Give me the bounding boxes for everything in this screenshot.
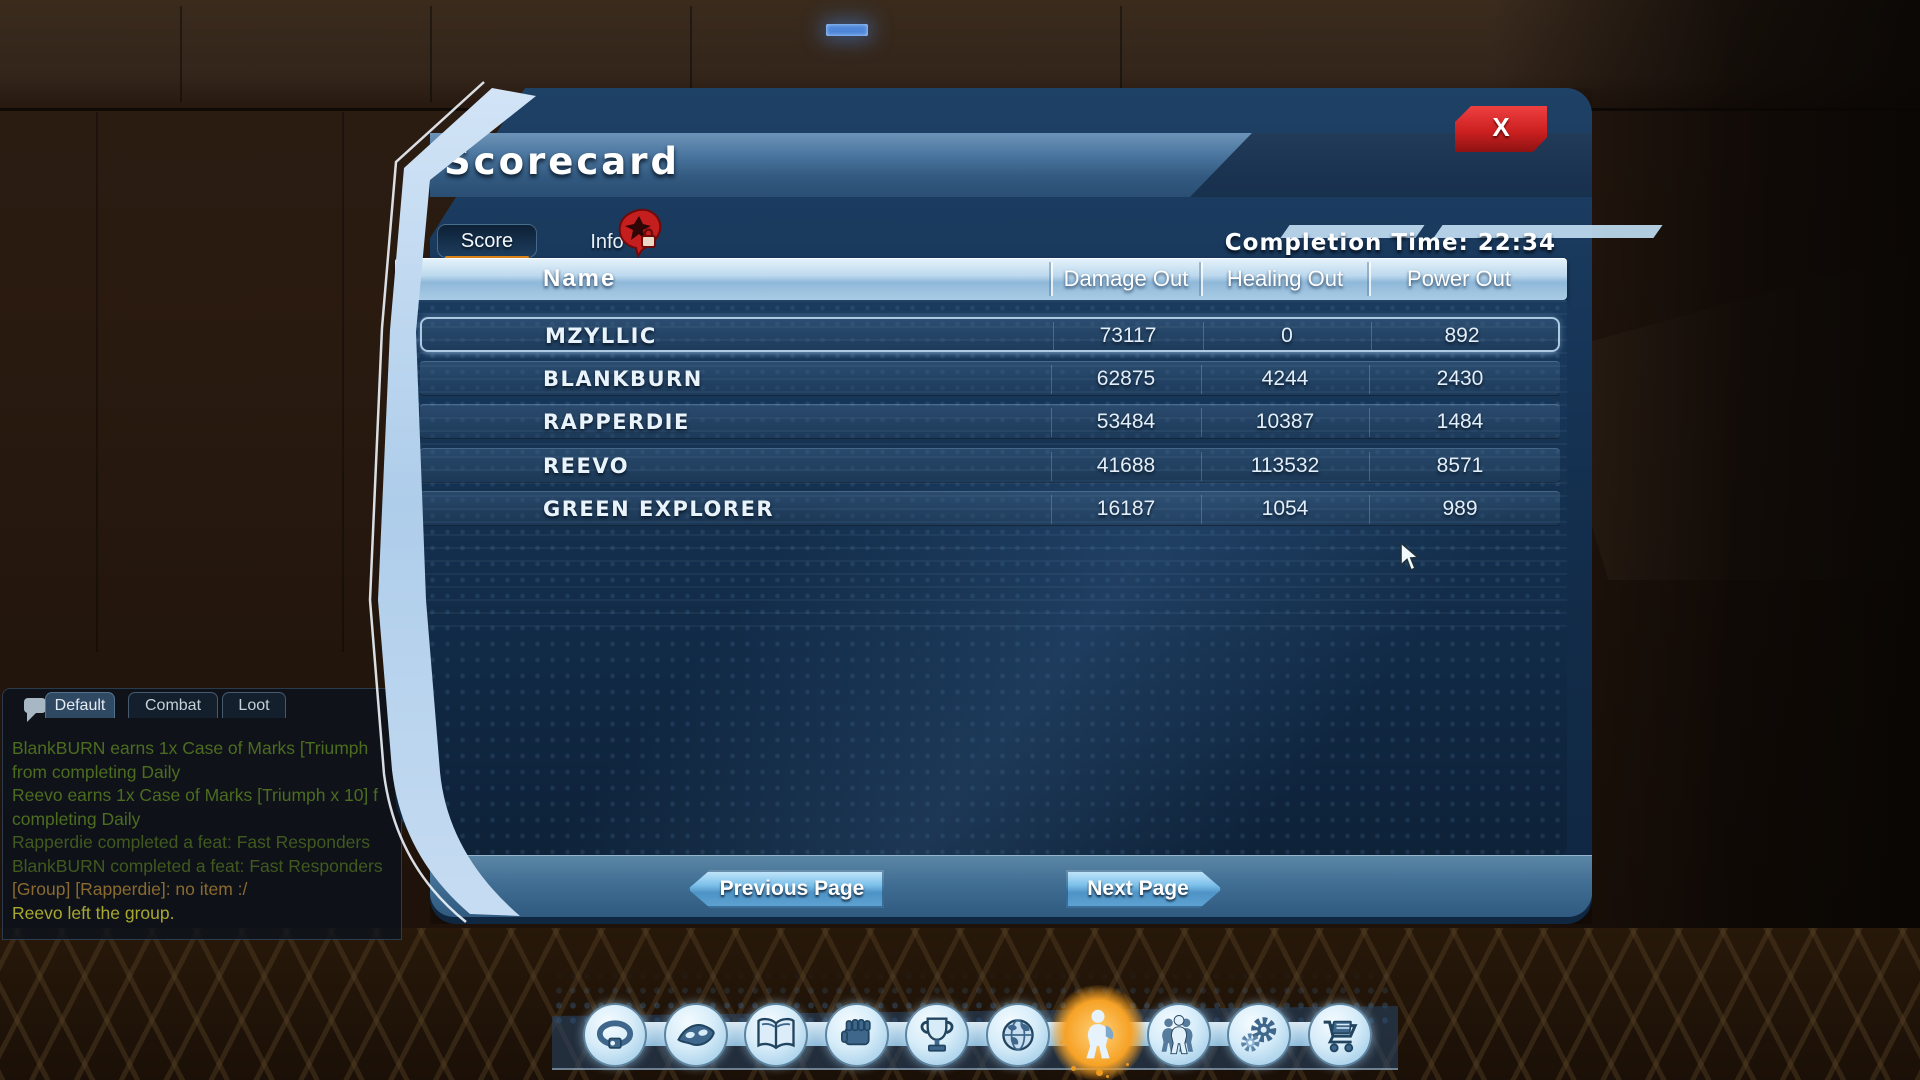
- table-row: BLANKBURN 62875 4244 2430: [420, 360, 1560, 396]
- header-divider: [1369, 262, 1371, 296]
- row-divider: [1369, 495, 1370, 525]
- map-globe-icon[interactable]: [985, 1003, 1050, 1067]
- scorecard-window: Scorecard X Score Info Completion Time: …: [340, 80, 1663, 926]
- row-divider: [1051, 495, 1052, 525]
- power-out-value: 1484: [1436, 410, 1484, 434]
- beam-seam: [430, 6, 432, 102]
- feats-trophy-icon[interactable]: [905, 1003, 969, 1067]
- character-icon[interactable]: [1066, 1003, 1130, 1067]
- row-divider: [1051, 364, 1052, 394]
- chat-bubble-icon[interactable]: [24, 698, 46, 722]
- header-divider: [1201, 262, 1203, 296]
- chat-panel: [2, 688, 402, 940]
- tab-score[interactable]: Score: [437, 224, 537, 258]
- damage-out-value: 73117: [1099, 324, 1157, 347]
- group-icon[interactable]: [1146, 1003, 1211, 1067]
- damage-out-value: 16187: [1096, 497, 1156, 521]
- power-out-value: 892: [1444, 324, 1480, 347]
- marketplace-cart-icon[interactable]: [1307, 1003, 1372, 1067]
- table-row: MZYLLIC 73117 0 892: [420, 317, 1560, 352]
- damage-out-value: 53484: [1096, 410, 1156, 434]
- column-header-damage-out: Damage Out: [1063, 266, 1189, 291]
- healing-out-value: 10387: [1255, 410, 1315, 434]
- fist-icon[interactable]: [824, 1003, 889, 1067]
- page-title: Scorecard: [444, 140, 680, 183]
- header-divider: [1051, 262, 1053, 296]
- power-out-value: 8571: [1436, 453, 1484, 477]
- row-divider: [1201, 408, 1202, 438]
- row-divider: [1371, 322, 1372, 351]
- row-divider: [1369, 364, 1370, 394]
- scorecard-table: MZYLLIC 73117 0 892 BLANKBURN 62875 4244 2430 RA…: [395, 300, 1567, 856]
- column-header-power-out: Power Out: [1407, 266, 1511, 291]
- row-divider: [1201, 495, 1202, 525]
- beam-seam: [180, 6, 182, 102]
- row-divider: [1203, 322, 1204, 351]
- row-divider: [1051, 408, 1052, 438]
- chat-tab-loot[interactable]: Loot: [222, 692, 286, 718]
- settings-gear-icon[interactable]: [1227, 1003, 1291, 1067]
- chat-message: BlankBURN earns 1x Case of Marks [Triump…: [12, 738, 369, 758]
- title-bar: [430, 133, 1663, 238]
- chat-tab-combat[interactable]: Combat: [128, 692, 218, 718]
- row-divider: [1051, 451, 1052, 481]
- damage-out-value: 62875: [1096, 366, 1156, 390]
- chat-tab-default[interactable]: Default: [45, 692, 115, 718]
- healing-out-value: 113532: [1250, 453, 1320, 477]
- healing-out-value: 1054: [1261, 497, 1309, 521]
- row-divider: [1201, 451, 1202, 481]
- column-header-name: Name: [543, 265, 617, 292]
- damage-out-value: 41688: [1096, 453, 1156, 477]
- column-header-healing-out: Healing Out: [1226, 266, 1344, 291]
- chat-message: [Group] [Rapperdie]: no item :/: [12, 879, 248, 899]
- row-divider: [1369, 451, 1370, 481]
- journal-book-icon[interactable]: [744, 1003, 808, 1067]
- chat-message: Reevo left the group.: [12, 902, 175, 923]
- power-out-value: 2430: [1436, 366, 1484, 390]
- next-page-button[interactable]: Next Page: [1066, 870, 1222, 908]
- table-row: RAPPERDIE 53484 10387 1484: [420, 404, 1560, 440]
- table-header: Name Damage Out Healing Out Power Out: [395, 258, 1567, 300]
- mouse-cursor: [1400, 542, 1421, 572]
- healing-out-value: 4244: [1261, 366, 1309, 390]
- healing-out-value: 0: [1281, 324, 1293, 347]
- utility-belt-icon[interactable]: [583, 1003, 647, 1067]
- row-divider: [1369, 408, 1370, 438]
- row-divider: [1201, 364, 1202, 394]
- row-divider: [1053, 322, 1054, 351]
- tab-info[interactable]: Info: [590, 231, 624, 253]
- chat-message: completing Daily: [12, 808, 141, 829]
- completion-time: Completion Time: 22:34: [1224, 230, 1556, 256]
- footer-bar: [430, 855, 1592, 917]
- power-out-value: 989: [1442, 497, 1478, 521]
- blue-lamp: [826, 24, 868, 36]
- chat-message-list[interactable]: BlankBURN earns 1x Case of Marks [Triump…: [10, 738, 396, 934]
- beam-seam: [1120, 6, 1122, 102]
- chat-message: Reevo earns 1x Case of Marks [Triumph x …: [12, 785, 379, 805]
- red-lock-badge-icon: [618, 208, 662, 259]
- wall-seam: [96, 112, 98, 652]
- tab-score-active-underline: [445, 256, 529, 259]
- table-row: GREEN EXPLORER 16187 1054 989: [420, 491, 1560, 527]
- panel-left-accent: [368, 81, 536, 923]
- close-button[interactable]: X: [1455, 106, 1547, 152]
- beam-seam: [690, 6, 692, 102]
- chat-message: BlankBURN completed a feat: Fast Respond…: [12, 855, 383, 876]
- table-row: REEVO 41688 113532 8571: [420, 447, 1560, 483]
- wall-seam: [342, 112, 344, 652]
- mask-icon[interactable]: [663, 1003, 728, 1067]
- chat-message: Rapperdie completed a feat: Fast Respond…: [12, 832, 370, 852]
- chat-message: from completing Daily: [12, 761, 181, 782]
- previous-page-button[interactable]: Previous Page: [688, 870, 884, 908]
